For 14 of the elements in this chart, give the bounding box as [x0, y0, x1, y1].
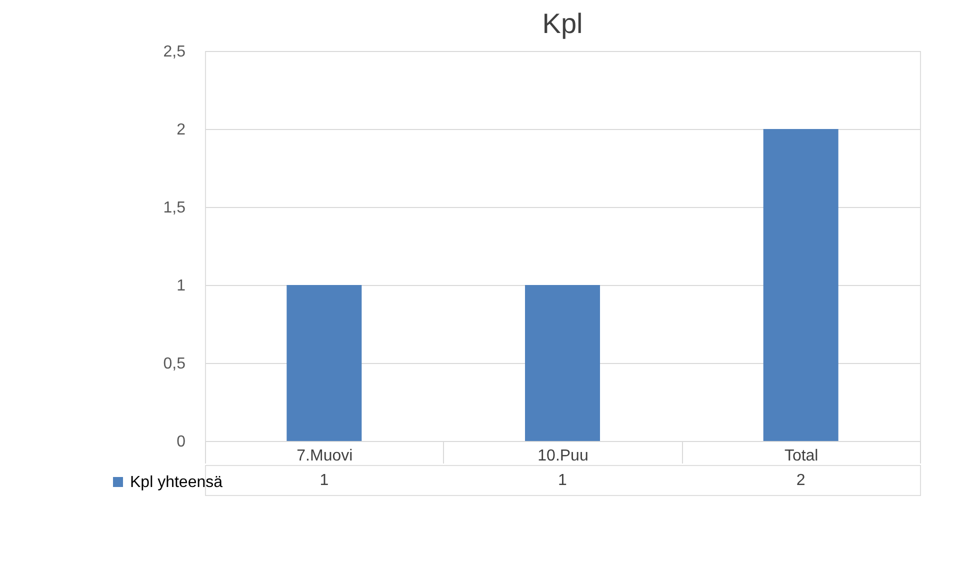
y-tick-label: 2,5: [163, 44, 186, 60]
x-tick-label: Total: [784, 448, 818, 464]
x-tick-label: 10.Puu: [538, 448, 588, 464]
y-tick-label: 2: [176, 122, 186, 138]
y-tick-label: 0: [176, 434, 186, 450]
y-tick-label: 1: [176, 278, 186, 294]
data-label: 2: [796, 472, 806, 489]
y-tick-label: 0,5: [163, 356, 186, 372]
legend-label: Kpl yhteensä: [130, 474, 223, 491]
y-tick-label: 1,5: [163, 200, 186, 216]
chart-title: Kpl: [542, 8, 583, 39]
data-label: 1: [320, 472, 329, 489]
data-label: 1: [558, 472, 568, 489]
x-tick-label: 7.Muovi: [296, 448, 353, 464]
